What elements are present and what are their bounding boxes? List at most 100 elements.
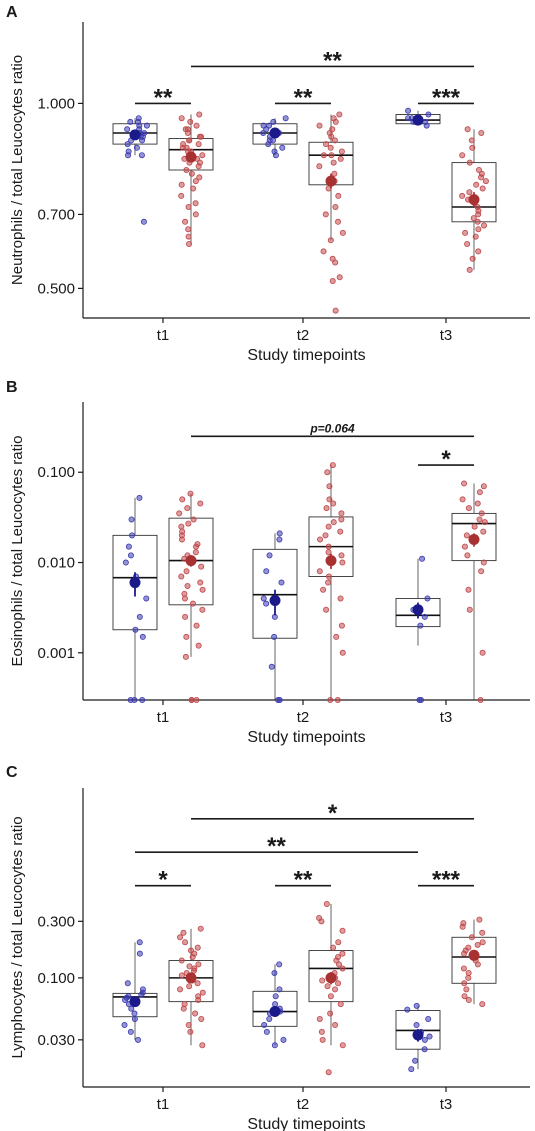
box (112, 123, 158, 145)
data-point (125, 543, 132, 550)
data-point (325, 1069, 332, 1076)
data-point (421, 1036, 428, 1043)
data-point (136, 613, 143, 620)
data-point (330, 519, 337, 526)
data-point (143, 595, 150, 602)
data-point (127, 118, 134, 125)
data-point (198, 563, 205, 570)
data-point (193, 122, 200, 129)
data-point (265, 141, 272, 148)
data-point (412, 1057, 419, 1064)
group-t1-patient (168, 111, 214, 247)
data-point (424, 595, 431, 602)
mean-marker (325, 175, 337, 187)
data-point (275, 697, 282, 704)
data-point (199, 606, 206, 613)
data-point (176, 510, 183, 517)
significance-label: ** (294, 84, 313, 111)
y-tick-label: 0.030 (37, 1032, 75, 1049)
data-point (182, 653, 189, 660)
data-point (332, 307, 339, 314)
data-point (476, 489, 483, 496)
data-point (335, 192, 342, 199)
data-point (337, 1001, 344, 1008)
x-tick-label: t1 (157, 327, 170, 344)
data-point (184, 129, 191, 136)
data-point (179, 496, 186, 503)
mean-marker (269, 1006, 281, 1018)
y-axis-title: Eosinophils / total Leucocytes ratio (9, 436, 26, 667)
data-point (331, 137, 338, 144)
data-point (476, 916, 483, 923)
data-point (332, 259, 339, 266)
y-tick-label: 0.100 (37, 970, 75, 987)
data-point (413, 1022, 420, 1029)
data-point (177, 934, 184, 941)
data-point (196, 111, 203, 118)
x-tick-label: t2 (297, 709, 310, 726)
y-tick-label: 1.000 (37, 95, 75, 112)
mean-marker (412, 114, 424, 126)
data-point (186, 983, 193, 990)
data-point (327, 237, 334, 244)
data-point (479, 939, 486, 946)
data-point (466, 606, 473, 613)
data-point (470, 215, 477, 222)
data-point (185, 520, 192, 527)
data-point (465, 969, 472, 976)
significance-label: * (328, 800, 338, 827)
data-point (280, 1036, 287, 1043)
data-point (463, 532, 470, 539)
mean-marker (325, 972, 337, 984)
data-point (459, 192, 466, 199)
data-point (263, 600, 270, 607)
data-point (316, 568, 323, 575)
data-point (329, 277, 336, 284)
data-point (461, 980, 468, 987)
data-point (268, 663, 275, 670)
x-tick-label: t2 (297, 327, 310, 344)
data-point (183, 633, 190, 640)
y-tick-label: 0.001 (37, 645, 75, 662)
data-point (416, 697, 423, 704)
data-point (339, 1042, 346, 1049)
data-point (475, 211, 482, 218)
data-point (186, 240, 193, 247)
data-point (139, 633, 146, 640)
y-tick-label: 0.700 (37, 206, 75, 223)
data-point (459, 152, 466, 159)
data-point (139, 697, 146, 704)
group-t1-control (112, 115, 158, 225)
data-point (404, 1006, 411, 1013)
data-point (465, 505, 472, 512)
data-point (195, 961, 202, 968)
y-tick-label: 0.300 (37, 913, 75, 930)
data-point (327, 144, 334, 151)
data-point (326, 483, 333, 490)
data-point (477, 697, 484, 704)
mean-marker (269, 594, 281, 606)
data-point (140, 218, 147, 225)
data-point (324, 983, 331, 990)
group-t1-patient (168, 925, 214, 1049)
data-point (316, 1015, 323, 1022)
data-point (474, 500, 481, 507)
data-point (270, 137, 277, 144)
data-point (466, 189, 473, 196)
data-point (143, 122, 150, 129)
data-point (190, 516, 197, 523)
data-point (197, 500, 204, 507)
data-point (474, 218, 481, 225)
group-t3-control (395, 1002, 441, 1073)
data-point (339, 229, 346, 236)
data-point (185, 233, 192, 240)
data-point (335, 961, 342, 968)
data-point (323, 606, 330, 613)
data-point (478, 174, 485, 181)
group-t3-control (395, 555, 441, 704)
data-point (185, 1022, 192, 1029)
data-point (276, 961, 283, 968)
data-point (336, 111, 343, 118)
data-point (270, 118, 277, 125)
